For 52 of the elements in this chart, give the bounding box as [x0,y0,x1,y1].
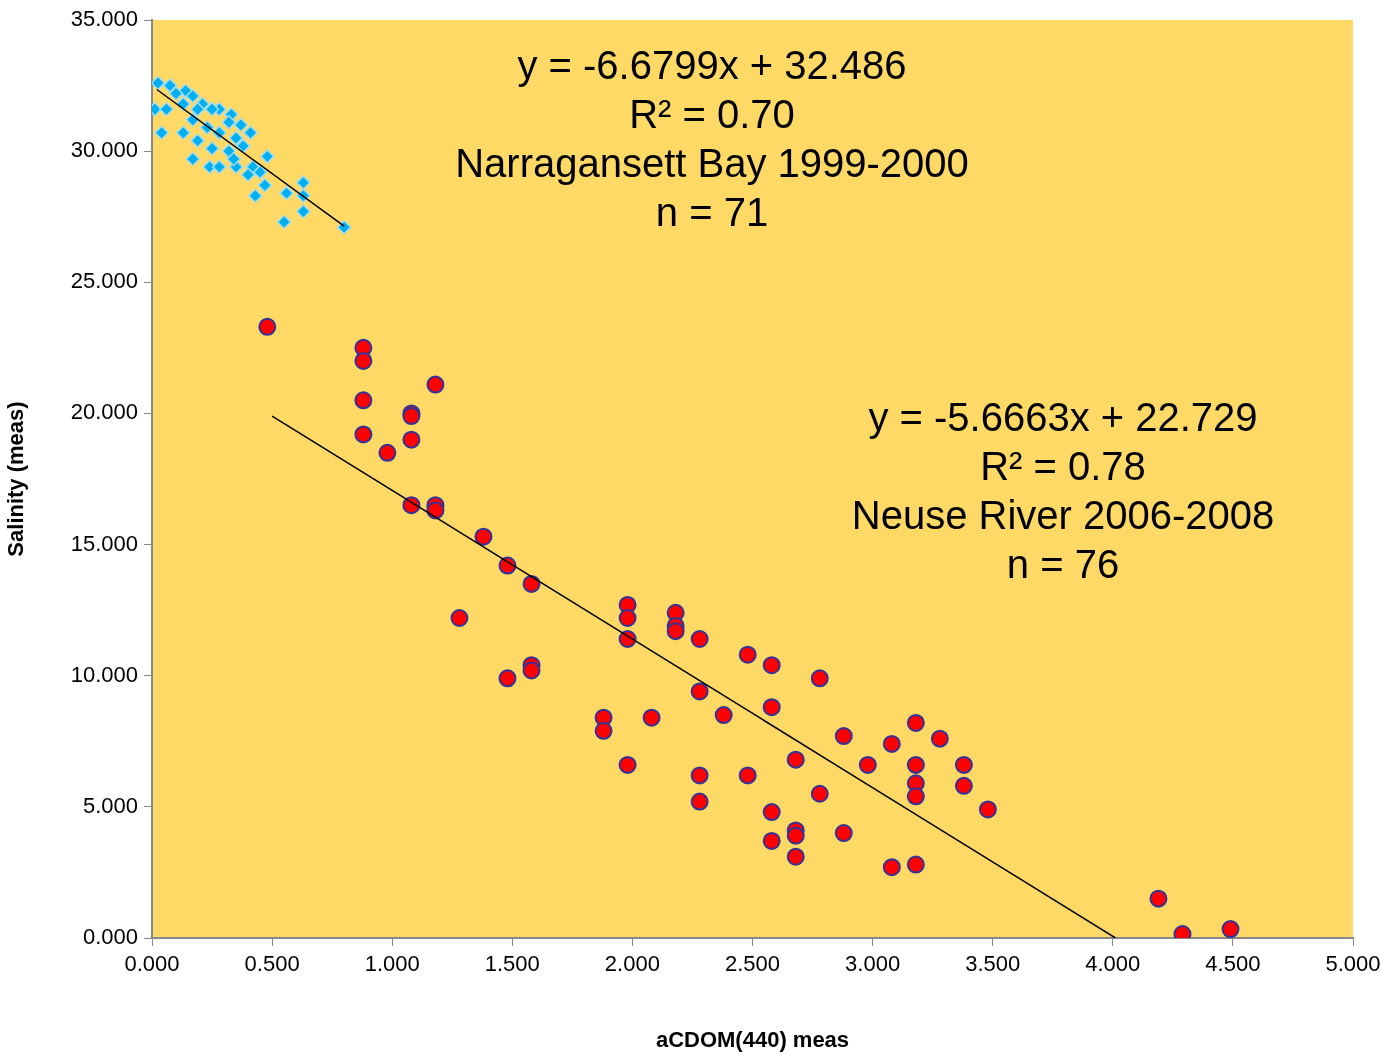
point [185,151,201,167]
x-tick-label: 2.000 [604,951,660,977]
x-tick-label: 0.500 [244,951,300,977]
point [212,159,227,175]
point [233,117,249,133]
point [336,219,352,235]
x-axis-title: aCDOM(440) meas [655,1026,850,1052]
point [221,115,237,130]
point [296,204,311,219]
point [190,101,205,117]
point [159,101,174,117]
point [226,151,241,167]
point [276,214,292,230]
point [257,177,273,193]
y-tick-label: 20.000 [70,399,138,425]
point [190,133,205,148]
x-tick-label: 3.000 [845,951,901,977]
point [236,138,251,154]
point [162,78,178,93]
x-tick-label: 1.000 [364,951,420,977]
annotation: y = -6.6799x + 32.486 R² = 0.70 Narragansett Bay 1999-2000 n = 71 [455,43,969,235]
point [154,125,169,141]
x-tick-label: 3.500 [965,951,1021,977]
point [252,164,268,180]
y-tick-label: 10.000 [70,661,138,687]
y-tick-label: 35.000 [70,6,138,32]
x-tick-label: 4.500 [1205,951,1261,977]
annotation: y = -5.6663x + 22.729 R² = 0.78 Neuse River 2006-2008 n = 76 [851,395,1275,587]
y-axis-title: Salinity (meas) [3,401,29,557]
y-tick-label: 30.000 [70,137,138,163]
y-tick-label: 5.000 [82,792,138,818]
point [296,175,311,190]
y-tick-label: 0.000 [82,924,138,950]
point [243,125,258,141]
x-tick-label: 4.000 [1085,951,1141,977]
y-tick-label: 25.000 [70,268,138,294]
point [168,86,184,101]
point [175,125,191,141]
x-tick-label: 0.000 [124,951,180,977]
point [204,101,220,117]
point [260,149,275,164]
y-tick-label: 15.000 [70,530,138,556]
point [248,188,263,203]
point [279,185,294,201]
point [185,88,201,104]
x-tick-label: 5.000 [1325,951,1381,977]
point [204,141,220,156]
point [152,75,166,91]
x-tick-label: 2.500 [724,951,781,977]
point [228,130,244,146]
x-tick-label: 1.500 [484,951,540,977]
point [240,167,256,182]
